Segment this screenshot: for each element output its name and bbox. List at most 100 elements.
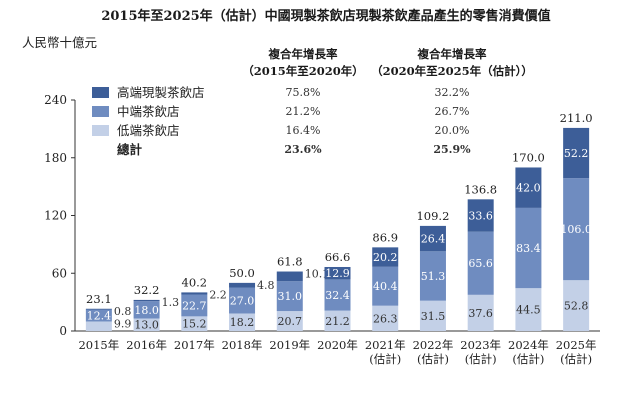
bar-segment bbox=[181, 292, 208, 295]
x-tick-label: 2019年 bbox=[269, 338, 310, 352]
x-tick-label: 2015年 bbox=[78, 338, 119, 352]
bar-segment bbox=[419, 300, 446, 331]
bar-segment bbox=[133, 299, 160, 302]
cagr-table: 複合年增長率 （2015年至2020年） 複合年增長率 （2020年至2025年（估計… bbox=[242, 47, 533, 156]
bar-segment bbox=[515, 207, 542, 289]
legend-swatch bbox=[92, 87, 109, 98]
bar-segment-label: 33.6 bbox=[468, 210, 493, 223]
legend-label: 高端現製茶飲店 bbox=[117, 85, 205, 100]
bar-segment-label: 0.8 bbox=[114, 305, 132, 318]
x-tick-label: 2018年 bbox=[222, 338, 263, 352]
bar-segment-label: 12.4 bbox=[87, 310, 112, 323]
bar-segment-label: 4.8 bbox=[257, 279, 275, 292]
legend-label: 低端茶飲店 bbox=[117, 123, 180, 138]
bar-segment bbox=[85, 321, 112, 331]
x-tick-label: 2021年 bbox=[365, 338, 406, 352]
y-axis-label: 人民幣十億元 bbox=[22, 35, 97, 50]
bar-segment-label: 52.8 bbox=[564, 300, 589, 313]
cagr-value: 25.9% bbox=[433, 143, 471, 156]
bar-segment-label: 44.5 bbox=[516, 304, 541, 317]
bar-segment-label: 9.9 bbox=[114, 317, 132, 330]
bar-segment bbox=[229, 313, 256, 331]
bar-stack: 13.0 18.01.332.2 bbox=[133, 283, 180, 332]
cagr-value: 20.0% bbox=[435, 124, 470, 137]
bar-segment bbox=[324, 266, 351, 280]
bar-segment bbox=[467, 294, 494, 331]
bar-segment-label: 32.4 bbox=[325, 289, 350, 302]
bar-segment bbox=[229, 282, 256, 288]
bar-segment bbox=[563, 280, 590, 331]
bar-segment-label: 15.2 bbox=[182, 318, 207, 331]
bar-stack: 20.7 31.010.161.8 bbox=[276, 255, 330, 331]
bar-segment bbox=[324, 279, 351, 311]
bar-segment-label: 18.0 bbox=[134, 304, 159, 317]
bar-total-label: 50.0 bbox=[229, 266, 255, 280]
cagr-value: 23.6% bbox=[284, 143, 322, 156]
bar-stack: 21.2 32.4 12.9 66.6 bbox=[324, 250, 351, 331]
bar-segment-label: 26.4 bbox=[421, 233, 446, 246]
y-tick-label: 180 bbox=[44, 151, 67, 165]
bar-segment bbox=[419, 251, 446, 301]
bar-segment-label: 2.2 bbox=[209, 288, 227, 301]
bar-segment bbox=[133, 318, 160, 331]
bar-segment-label: 1.3 bbox=[162, 296, 180, 309]
bar-segment-label: 106.0 bbox=[560, 223, 592, 236]
bar-segment-label: 37.6 bbox=[468, 307, 493, 320]
bar-segment bbox=[276, 281, 303, 312]
cagr-value: 26.7% bbox=[435, 105, 470, 118]
bar-stack: 18.2 27.04.850.0 bbox=[229, 266, 275, 331]
cagr-header: （2020年至2025年（估計）） bbox=[371, 64, 533, 78]
bar-total-label: 23.1 bbox=[86, 292, 112, 306]
x-tick-label: 2024年 bbox=[508, 338, 549, 352]
bar-segment bbox=[85, 309, 112, 322]
cagr-value: 75.8% bbox=[286, 86, 321, 99]
x-tick-label: (估計) bbox=[560, 352, 592, 366]
bar-total-label: 109.2 bbox=[416, 209, 449, 223]
bar-segment bbox=[515, 167, 542, 208]
bar-segment bbox=[515, 288, 542, 331]
cagr-value: 16.4% bbox=[286, 124, 321, 137]
cagr-header: 複合年增長率 bbox=[268, 47, 338, 61]
x-tick-label: 2022年 bbox=[413, 338, 454, 352]
bar-stack: 26.3 40.4 20.2 86.9 bbox=[372, 230, 399, 331]
bar-segment-label: 83.4 bbox=[516, 242, 541, 255]
bar-segment bbox=[85, 308, 112, 310]
x-tick-label: 2023年 bbox=[460, 338, 501, 352]
bar-segment-label: 21.2 bbox=[325, 315, 350, 328]
cagr-header: （2015年至2020年） bbox=[242, 64, 364, 78]
bar-segment bbox=[467, 199, 494, 232]
bar-segment bbox=[467, 231, 494, 295]
x-tick-label: 2025年 bbox=[556, 338, 597, 352]
cagr-header: 複合年增長率 bbox=[417, 47, 487, 61]
bar-stack: 15.2 22.72.240.2 bbox=[181, 275, 227, 331]
bar-segment-label: 20.2 bbox=[373, 251, 398, 264]
bar-segment bbox=[181, 294, 208, 317]
bar-segment bbox=[372, 266, 399, 306]
bar-stack: 52.8 106.0 52.2 211.0 bbox=[560, 111, 593, 331]
bar-segment-label: 26.3 bbox=[373, 312, 398, 325]
legend-label: 中端茶飲店 bbox=[117, 104, 180, 119]
legend-swatch bbox=[92, 106, 109, 117]
x-tick-label: 2017年 bbox=[174, 338, 215, 352]
bar-segment bbox=[276, 271, 303, 282]
x-tick-label: (估計) bbox=[512, 352, 544, 366]
cagr-value: 32.2% bbox=[435, 86, 470, 99]
bar-total-label: 32.2 bbox=[134, 283, 160, 297]
bar-segment-label: 42.0 bbox=[516, 182, 541, 195]
bar-segment-label: 40.4 bbox=[373, 280, 398, 293]
bar-segment-label: 10.1 bbox=[305, 268, 330, 281]
y-tick-label: 120 bbox=[44, 209, 67, 223]
y-tick-label: 0 bbox=[59, 324, 67, 338]
bar-stack: 9.912.4 0.823.1 bbox=[85, 292, 132, 331]
legend-swatch bbox=[92, 125, 109, 136]
bar-segment-label: 22.7 bbox=[182, 299, 207, 312]
bar-segment-label: 18.2 bbox=[230, 316, 255, 329]
bar-segment bbox=[563, 127, 590, 179]
bar-segment bbox=[324, 310, 351, 331]
bar-segment-label: 31.0 bbox=[278, 290, 303, 303]
bar-segment-label: 13.0 bbox=[134, 319, 159, 332]
